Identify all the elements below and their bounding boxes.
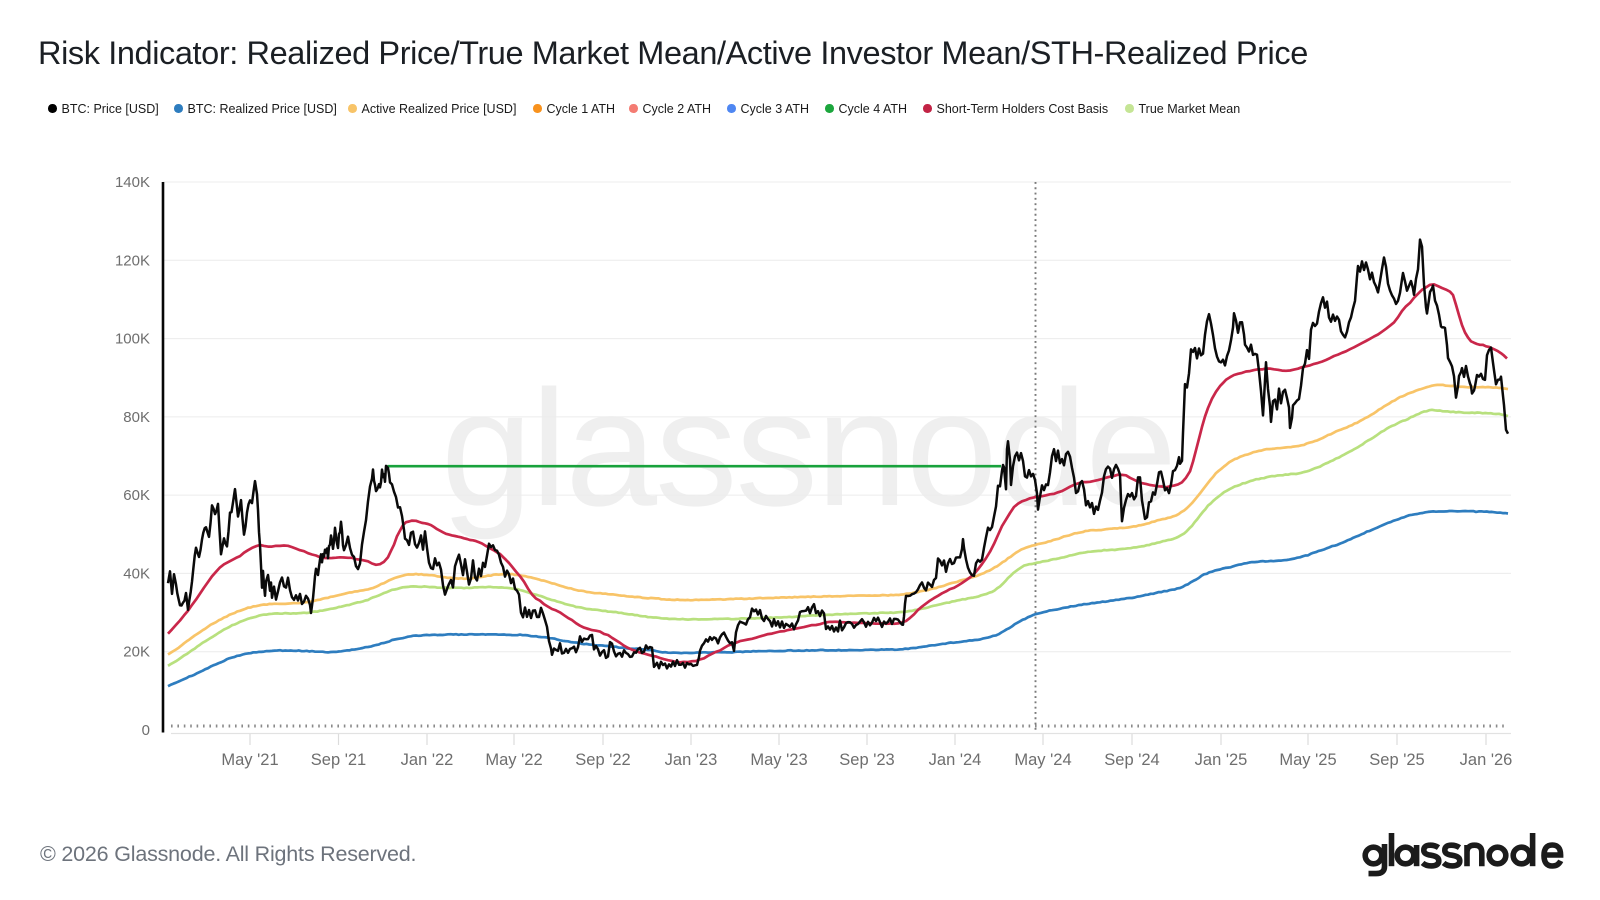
svg-text:Sep '22: Sep '22	[575, 751, 630, 769]
svg-text:20K: 20K	[123, 644, 150, 661]
svg-text:May '24: May '24	[1014, 751, 1071, 769]
svg-text:0: 0	[142, 722, 150, 739]
svg-text:Sep '24: Sep '24	[1104, 751, 1159, 769]
svg-text:60K: 60K	[123, 487, 150, 504]
svg-text:Jan '24: Jan '24	[929, 751, 982, 769]
svg-text:glassnode: glassnode	[441, 356, 1175, 540]
svg-text:Sep '23: Sep '23	[839, 751, 894, 769]
svg-text:Jan '25: Jan '25	[1195, 751, 1248, 769]
svg-text:May '22: May '22	[485, 751, 542, 769]
svg-text:140K: 140K	[115, 174, 150, 191]
svg-text:100K: 100K	[115, 331, 150, 348]
svg-text:Sep '21: Sep '21	[311, 751, 366, 769]
svg-text:May '21: May '21	[221, 751, 278, 769]
svg-text:Jan '26: Jan '26	[1460, 751, 1513, 769]
svg-text:Jan '23: Jan '23	[665, 751, 718, 769]
svg-text:Jan '22: Jan '22	[401, 751, 454, 769]
svg-text:May '23: May '23	[750, 751, 807, 769]
svg-text:May '25: May '25	[1279, 751, 1336, 769]
svg-text:Sep '25: Sep '25	[1369, 751, 1424, 769]
svg-text:40K: 40K	[123, 565, 150, 582]
svg-text:120K: 120K	[115, 252, 150, 269]
svg-text:80K: 80K	[123, 409, 150, 426]
